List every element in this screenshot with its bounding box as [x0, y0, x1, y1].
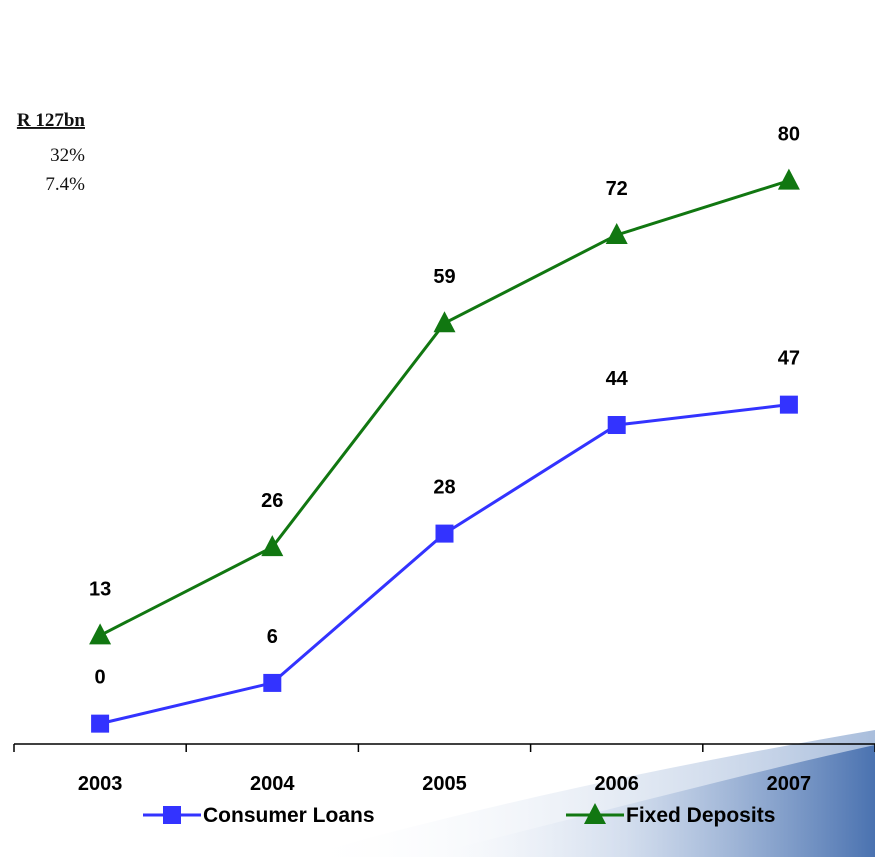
x-tick-label-2007: 2007 — [767, 773, 812, 795]
x-tick-label-2006: 2006 — [594, 773, 639, 795]
side-panel-line-2: 7.4% — [45, 174, 85, 195]
consumer-loans-label-2004: 6 — [267, 626, 278, 648]
x-tick-label-2003: 2003 — [78, 773, 123, 795]
x-axis-ticks — [13, 744, 875, 752]
x-tick-label-2004: 2004 — [250, 773, 295, 795]
series-consumer-loans — [91, 395, 798, 733]
fixed-deposits-label-2006: 72 — [606, 178, 628, 200]
fixed-deposits-label-2007: 80 — [778, 124, 800, 146]
fixed-deposits-point-2005 — [433, 311, 456, 333]
fixed-deposits-point-2004 — [261, 535, 284, 557]
series-layer — [89, 168, 800, 733]
side-panel-line-1: 32% — [50, 145, 85, 166]
series-line-fixed-deposits — [99, 179, 790, 637]
fixed-deposits-label-2003: 13 — [89, 578, 111, 600]
series-fixed-deposits — [89, 168, 800, 645]
consumer-loans-label-2005: 28 — [433, 477, 455, 499]
x-tick-label-2005: 2005 — [422, 773, 467, 795]
consumer-loans-point-2007 — [779, 395, 798, 414]
side-panel: R 127bn 32% 7.4% — [17, 110, 86, 195]
consumer-loans-point-2003 — [91, 714, 110, 733]
consumer-loans-point-2005 — [435, 524, 454, 543]
consumer-loans-label-2006: 44 — [606, 368, 629, 390]
side-panel-heading: R 127bn — [17, 110, 86, 131]
fixed-deposits-point-2006 — [605, 222, 628, 244]
legend-marker-fixed-deposits — [584, 803, 606, 824]
legend-item-consumer-loans: Consumer Loans — [143, 804, 375, 827]
consumer-loans-label-2007: 47 — [778, 348, 800, 370]
consumer-loans-point-2006 — [607, 416, 626, 435]
consumer-loans-label-2003: 0 — [95, 667, 106, 689]
legend-marker-consumer-loans — [163, 806, 181, 824]
x-axis-tick-labels: 2003 2004 2005 2006 2007 — [78, 773, 811, 795]
fixed-deposits-point-2007 — [777, 168, 800, 190]
data-labels: 0 6 28 44 47 13 26 59 72 80 — [89, 124, 800, 689]
fixed-deposits-label-2005: 59 — [433, 266, 455, 288]
fixed-deposits-point-2003 — [89, 623, 112, 645]
consumer-loans-point-2004 — [263, 673, 282, 692]
legend-item-fixed-deposits: Fixed Deposits — [566, 803, 775, 827]
legend-label-fixed-deposits: Fixed Deposits — [626, 804, 775, 827]
fixed-deposits-label-2004: 26 — [261, 490, 283, 512]
decorative-swoosh — [300, 730, 875, 857]
legend-label-consumer-loans: Consumer Loans — [203, 804, 375, 827]
legend: Consumer Loans Fixed Deposits — [143, 803, 775, 827]
series-line-consumer-loans — [99, 403, 790, 726]
